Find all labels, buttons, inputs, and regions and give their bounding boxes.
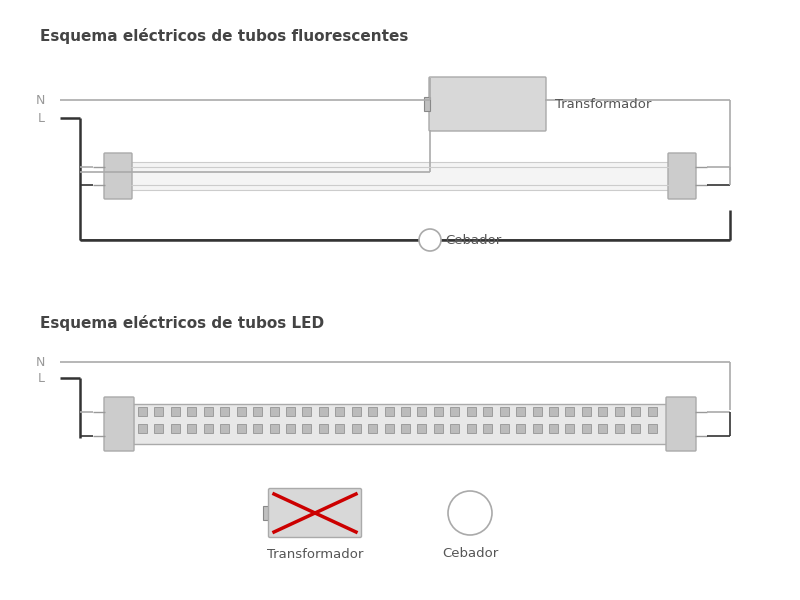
Bar: [500, 424, 509, 433]
Bar: [385, 424, 394, 433]
FancyBboxPatch shape: [668, 153, 696, 199]
Bar: [187, 424, 196, 433]
Text: Transformador: Transformador: [267, 548, 363, 561]
Bar: [418, 407, 426, 416]
Bar: [335, 407, 344, 416]
Bar: [450, 424, 459, 433]
Bar: [286, 424, 295, 433]
FancyBboxPatch shape: [429, 77, 546, 131]
Bar: [566, 424, 574, 433]
Bar: [483, 424, 492, 433]
Bar: [500, 407, 509, 416]
Bar: [533, 407, 542, 416]
FancyBboxPatch shape: [104, 397, 134, 451]
FancyBboxPatch shape: [666, 397, 696, 451]
Circle shape: [419, 229, 441, 251]
Bar: [466, 424, 476, 433]
Text: Esquema eléctricos de tubos fluorescentes: Esquema eléctricos de tubos fluorescente…: [40, 28, 408, 44]
Bar: [401, 424, 410, 433]
Bar: [424, 97, 430, 111]
Bar: [631, 407, 640, 416]
Bar: [237, 424, 246, 433]
Text: Transformador: Transformador: [555, 97, 651, 110]
Bar: [352, 407, 361, 416]
FancyBboxPatch shape: [104, 153, 132, 199]
Bar: [335, 424, 344, 433]
Bar: [549, 424, 558, 433]
Bar: [614, 407, 624, 416]
Bar: [631, 424, 640, 433]
Bar: [516, 407, 525, 416]
Bar: [598, 407, 607, 416]
Circle shape: [448, 491, 492, 535]
Bar: [582, 424, 591, 433]
Bar: [434, 424, 443, 433]
Bar: [533, 424, 542, 433]
Text: L: L: [38, 112, 45, 124]
FancyBboxPatch shape: [269, 488, 362, 538]
Bar: [418, 424, 426, 433]
Bar: [263, 506, 271, 520]
Bar: [204, 407, 213, 416]
Bar: [187, 407, 196, 416]
Bar: [302, 424, 311, 433]
Bar: [368, 407, 377, 416]
Bar: [131, 162, 669, 190]
Bar: [171, 424, 180, 433]
Text: N: N: [36, 94, 45, 107]
Bar: [204, 424, 213, 433]
Bar: [319, 424, 328, 433]
Bar: [582, 407, 591, 416]
Bar: [270, 424, 278, 433]
Text: N: N: [36, 355, 45, 368]
Bar: [270, 407, 278, 416]
Text: Cebador: Cebador: [442, 547, 498, 560]
Bar: [154, 424, 163, 433]
Bar: [220, 424, 229, 433]
Bar: [483, 407, 492, 416]
Bar: [614, 424, 624, 433]
Text: Esquema eléctricos de tubos LED: Esquema eléctricos de tubos LED: [40, 315, 324, 331]
Bar: [352, 424, 361, 433]
Bar: [401, 407, 410, 416]
Bar: [171, 407, 180, 416]
Bar: [138, 407, 147, 416]
Bar: [647, 407, 657, 416]
Bar: [466, 407, 476, 416]
Bar: [516, 424, 525, 433]
Text: L: L: [38, 371, 45, 385]
Bar: [647, 424, 657, 433]
Bar: [133, 404, 667, 444]
Bar: [220, 407, 229, 416]
Bar: [319, 407, 328, 416]
Bar: [253, 407, 262, 416]
Bar: [598, 424, 607, 433]
Bar: [286, 407, 295, 416]
Bar: [368, 424, 377, 433]
Bar: [237, 407, 246, 416]
Bar: [302, 407, 311, 416]
Bar: [566, 407, 574, 416]
Bar: [434, 407, 443, 416]
Bar: [549, 407, 558, 416]
Bar: [450, 407, 459, 416]
Bar: [154, 407, 163, 416]
Bar: [253, 424, 262, 433]
Bar: [385, 407, 394, 416]
Text: Cebador: Cebador: [445, 233, 502, 247]
Bar: [138, 424, 147, 433]
